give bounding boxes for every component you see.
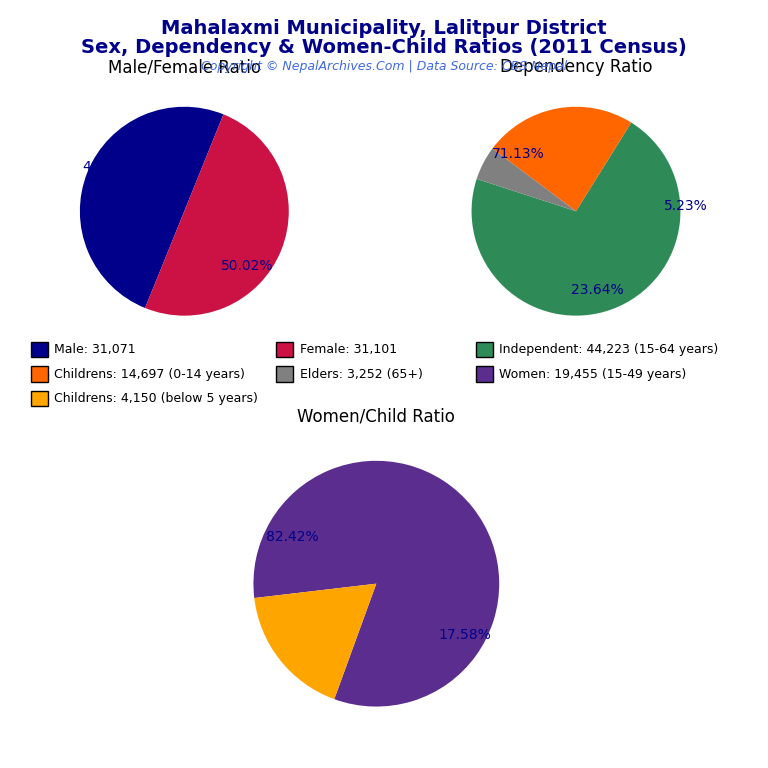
Wedge shape bbox=[253, 461, 499, 707]
Text: 82.42%: 82.42% bbox=[266, 530, 319, 544]
Text: Elders: 3,252 (65+): Elders: 3,252 (65+) bbox=[300, 368, 422, 380]
Text: 50.02%: 50.02% bbox=[220, 259, 273, 273]
Text: 17.58%: 17.58% bbox=[439, 628, 492, 642]
Wedge shape bbox=[492, 107, 631, 211]
Wedge shape bbox=[472, 123, 680, 316]
Text: 49.98%: 49.98% bbox=[83, 161, 136, 174]
Text: Copyright © NepalArchives.Com | Data Source: CBS Nepal: Copyright © NepalArchives.Com | Data Sou… bbox=[201, 60, 567, 73]
Text: Childrens: 4,150 (below 5 years): Childrens: 4,150 (below 5 years) bbox=[54, 392, 257, 405]
Text: 71.13%: 71.13% bbox=[492, 147, 545, 161]
Text: Mahalaxmi Municipality, Lalitpur District: Mahalaxmi Municipality, Lalitpur Distric… bbox=[161, 19, 607, 38]
Text: Female: 31,101: Female: 31,101 bbox=[300, 343, 396, 356]
Text: 5.23%: 5.23% bbox=[664, 199, 707, 213]
Text: Childrens: 14,697 (0-14 years): Childrens: 14,697 (0-14 years) bbox=[54, 368, 245, 380]
Text: Sex, Dependency & Women-Child Ratios (2011 Census): Sex, Dependency & Women-Child Ratios (20… bbox=[81, 38, 687, 58]
Title: Dependency Ratio: Dependency Ratio bbox=[500, 58, 652, 76]
Wedge shape bbox=[80, 107, 223, 308]
Text: Independent: 44,223 (15-64 years): Independent: 44,223 (15-64 years) bbox=[499, 343, 718, 356]
Title: Women/Child Ratio: Women/Child Ratio bbox=[297, 408, 455, 425]
Text: Male: 31,071: Male: 31,071 bbox=[54, 343, 135, 356]
Wedge shape bbox=[254, 584, 376, 699]
Wedge shape bbox=[477, 148, 576, 211]
Wedge shape bbox=[145, 114, 289, 316]
Text: 23.64%: 23.64% bbox=[571, 283, 623, 296]
Text: Women: 19,455 (15-49 years): Women: 19,455 (15-49 years) bbox=[499, 368, 687, 380]
Title: Male/Female Ratio: Male/Female Ratio bbox=[108, 58, 261, 76]
